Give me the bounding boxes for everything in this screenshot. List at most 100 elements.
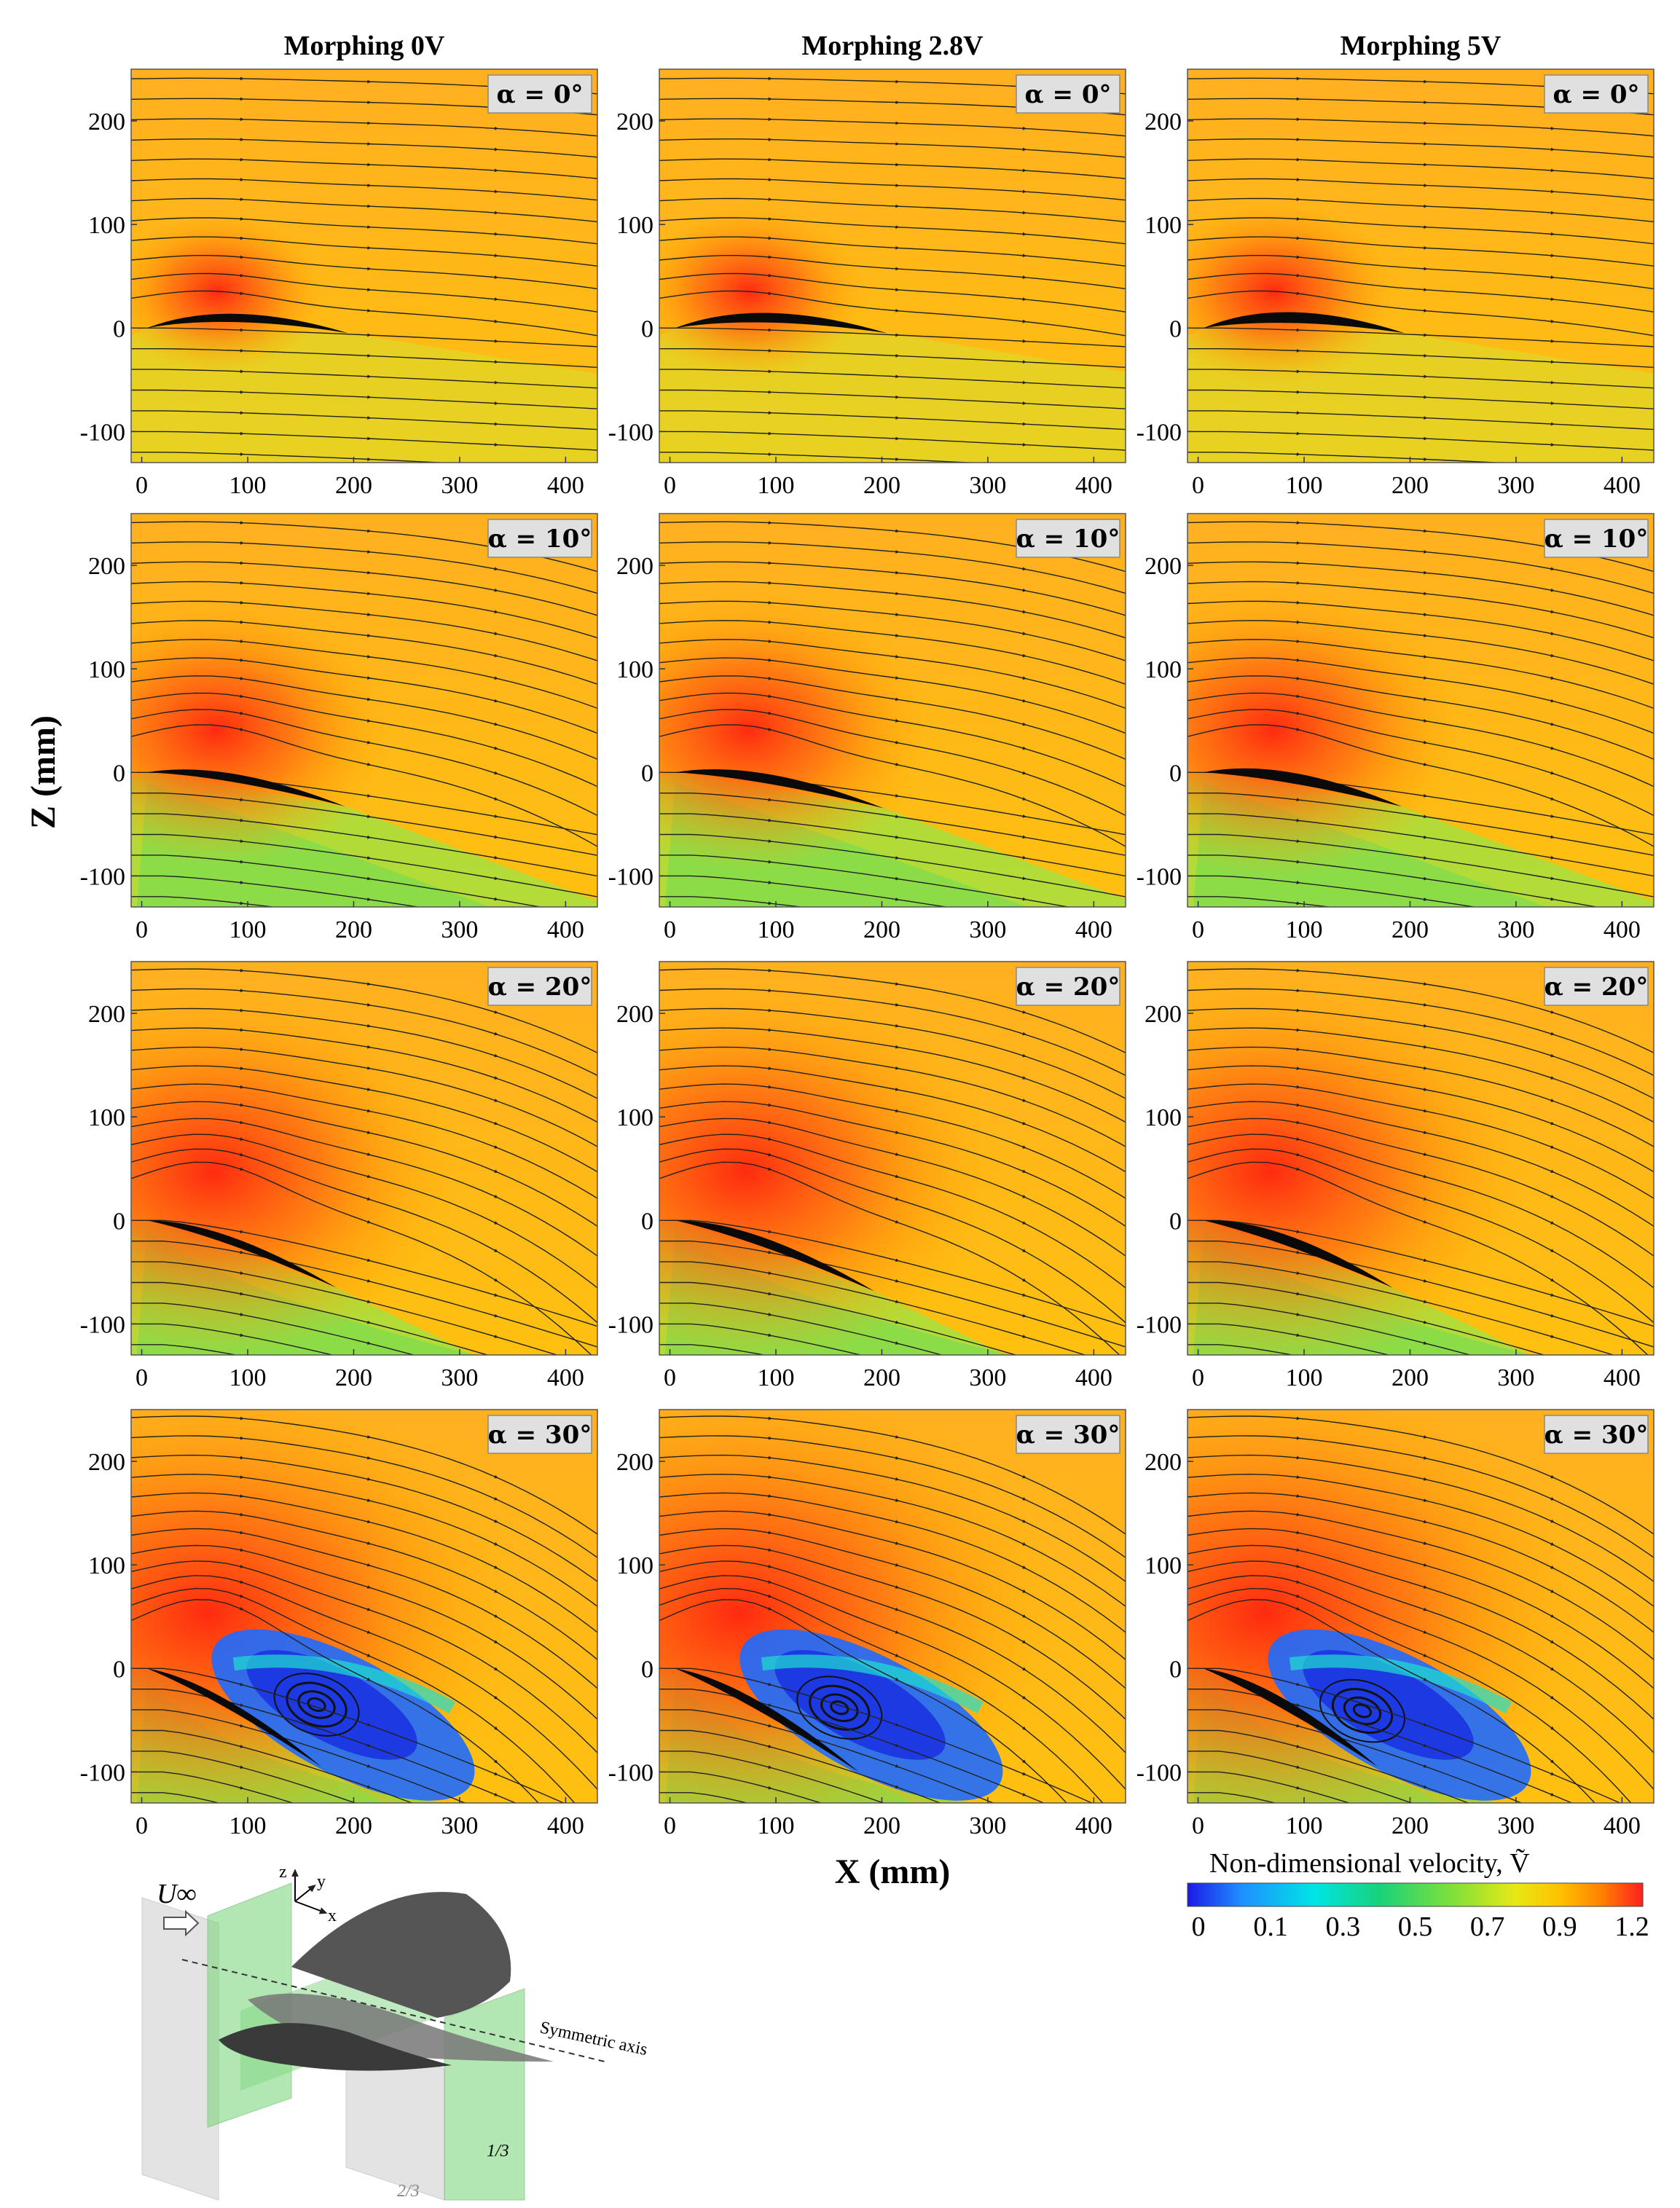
x-tick-label: 0 bbox=[664, 916, 676, 943]
streamline-arrow bbox=[226, 273, 245, 278]
streamline-arrow bbox=[226, 658, 245, 662]
streamline-arrow bbox=[1282, 1164, 1301, 1171]
streamline bbox=[1188, 1323, 1391, 1355]
colorbar-tick-label: 0.5 bbox=[1398, 1912, 1433, 1942]
streamline-arrow bbox=[754, 1332, 773, 1337]
streamline-arrow bbox=[480, 1117, 499, 1125]
streamline-arrow bbox=[1410, 633, 1428, 637]
streamline-arrow bbox=[1282, 658, 1301, 662]
streamline-arrow bbox=[1008, 896, 1027, 901]
streamline-arrow bbox=[226, 1290, 245, 1296]
streamline-arrow bbox=[480, 126, 499, 130]
streamline-arrow bbox=[754, 1048, 773, 1051]
x-tick-label: 300 bbox=[969, 1812, 1006, 1839]
streamline-arrow bbox=[1536, 608, 1555, 614]
streamline-arrow bbox=[353, 1649, 372, 1657]
streamline-arrow bbox=[480, 1215, 498, 1225]
streamline-arrow bbox=[1282, 1721, 1301, 1728]
x-tick-label: 100 bbox=[758, 472, 795, 499]
streamline-arrow bbox=[1536, 565, 1555, 571]
streamline-arrow bbox=[226, 818, 245, 822]
x-tick-label: 100 bbox=[1286, 472, 1323, 499]
high-velocity-region bbox=[659, 589, 936, 871]
y-tick-label: 200 bbox=[1145, 1449, 1182, 1476]
streamline-arrow bbox=[754, 291, 773, 296]
streamline-arrow bbox=[226, 1436, 245, 1440]
streamline-arrow bbox=[1410, 288, 1428, 292]
streamline-arrow bbox=[882, 834, 900, 839]
y-tick-label: 0 bbox=[1169, 315, 1182, 342]
streamline-arrow bbox=[1537, 1374, 1553, 1378]
streamline-arrow bbox=[754, 521, 773, 525]
streamline-arrow bbox=[1410, 1517, 1428, 1524]
streamline-arrow bbox=[882, 1318, 900, 1324]
y-tick-label: 100 bbox=[616, 1552, 653, 1579]
streamline-arrow bbox=[1009, 1394, 1025, 1399]
angle-label-box: α = 30° bbox=[1016, 1415, 1120, 1454]
streamline-arrow bbox=[1536, 896, 1555, 901]
streamline-arrow bbox=[1282, 1249, 1301, 1254]
streamline-arrow bbox=[882, 101, 900, 104]
streamline-arrow bbox=[226, 1066, 245, 1070]
streamline-arrow bbox=[882, 654, 900, 659]
streamline-arrow bbox=[1537, 1871, 1553, 1878]
streamline-arrow bbox=[226, 236, 245, 240]
streamline-arrow bbox=[353, 1277, 372, 1283]
x-tick-label: 100 bbox=[229, 1364, 267, 1391]
streamline-arrow bbox=[1536, 720, 1555, 726]
streamline-arrow bbox=[1536, 1311, 1555, 1318]
streamline-arrow bbox=[1410, 1086, 1428, 1091]
streamline-arrow bbox=[1008, 1117, 1027, 1125]
angle-label-box: α = 0° bbox=[487, 74, 592, 114]
streamline-arrow bbox=[353, 739, 372, 744]
y-axis-label: Z (mm) bbox=[24, 715, 63, 829]
streamline-arrow bbox=[882, 696, 900, 702]
streamline bbox=[659, 896, 805, 907]
x-tick-label: 300 bbox=[441, 1812, 478, 1839]
streamline-arrow bbox=[481, 1394, 497, 1399]
streamline-arrow bbox=[226, 197, 245, 202]
streamline-arrow bbox=[1282, 1578, 1301, 1584]
streamline-arrow bbox=[480, 1141, 499, 1149]
column-title: Morphing 0V bbox=[284, 31, 445, 61]
streamline-arrow bbox=[226, 710, 245, 715]
streamline-arrow bbox=[1536, 1029, 1555, 1036]
x-tick-label: 0 bbox=[136, 916, 148, 943]
streamline-arrow bbox=[1282, 1475, 1301, 1479]
streamline-arrow bbox=[353, 1086, 372, 1091]
streamline-arrow bbox=[480, 1332, 499, 1338]
x-tick-label: 300 bbox=[1497, 916, 1534, 943]
streamline-arrow bbox=[1410, 675, 1428, 680]
streamline-arrow bbox=[882, 1626, 900, 1634]
y-tick-label: 0 bbox=[641, 1208, 653, 1235]
x-tick-label: 100 bbox=[1286, 1812, 1323, 1839]
x-tick-label: 100 bbox=[229, 916, 267, 943]
streamline-arrow bbox=[353, 1107, 372, 1113]
streamline-arrow bbox=[1008, 1007, 1027, 1014]
streamline-arrow bbox=[226, 1603, 244, 1611]
streamline-arrow bbox=[882, 1256, 900, 1262]
streamline bbox=[1188, 1344, 1295, 1355]
high-velocity-region bbox=[659, 203, 868, 381]
streamline-arrow bbox=[226, 880, 245, 884]
streamline-arrow bbox=[353, 1360, 369, 1364]
streamline-arrow bbox=[226, 1085, 245, 1089]
streamline-arrow bbox=[754, 273, 773, 278]
streamline-arrow bbox=[353, 1740, 372, 1748]
streamline-arrow bbox=[1410, 1434, 1428, 1439]
separation-core bbox=[246, 1650, 417, 1760]
streamline-arrow bbox=[754, 1416, 773, 1421]
x-tick-label: 300 bbox=[441, 1364, 478, 1391]
y-tick-label: 0 bbox=[1169, 1208, 1182, 1235]
streamline-arrow bbox=[353, 1318, 372, 1324]
streamline-arrow bbox=[1410, 1128, 1428, 1134]
y-tick-label: 100 bbox=[88, 656, 125, 683]
streamline-arrow bbox=[1537, 917, 1553, 920]
streamline-arrow bbox=[1282, 860, 1301, 864]
streamline-arrow bbox=[1282, 1763, 1301, 1769]
wing-shape bbox=[219, 2023, 452, 2071]
streamline-arrow bbox=[754, 658, 773, 662]
angle-label-box: α = 10° bbox=[1016, 519, 1120, 558]
x-tick-label: 200 bbox=[863, 472, 900, 499]
y-axis-arrow bbox=[294, 1885, 316, 1902]
